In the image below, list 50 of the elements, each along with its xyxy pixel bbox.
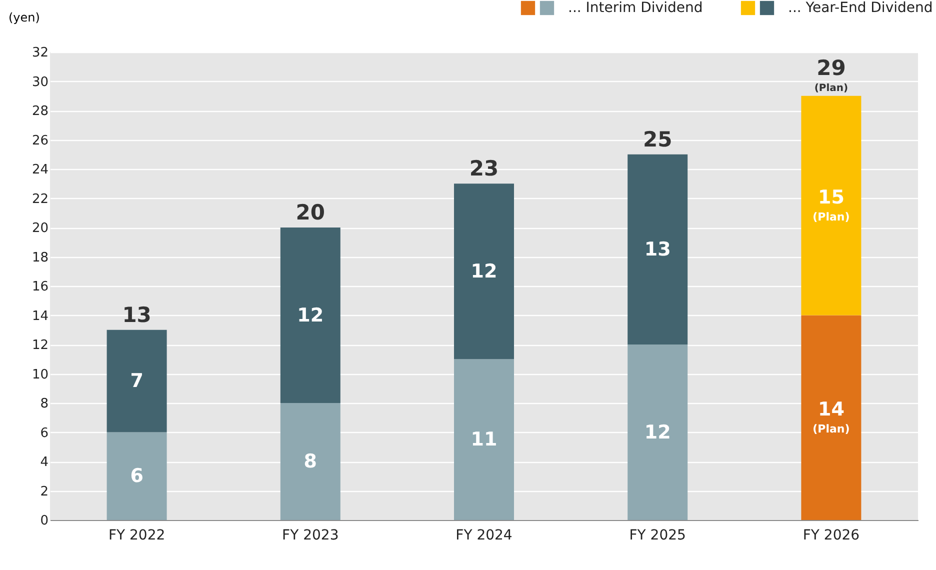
x-tick-label: FY 2022 — [108, 528, 166, 544]
x-tick-label: FY 2025 — [629, 528, 686, 544]
y-tick-label: 28 — [32, 104, 48, 119]
y-tick-label: 14 — [32, 308, 48, 324]
bar — [280, 403, 340, 520]
total-label: 25 — [642, 127, 672, 152]
x-tick-label: FY 2023 — [282, 528, 339, 544]
y-tick-label: 10 — [32, 367, 48, 382]
data-label: 7 — [130, 370, 144, 392]
bar — [454, 359, 514, 520]
data-label: 11 — [470, 428, 498, 451]
y-tick-label: 4 — [40, 455, 48, 470]
bar — [280, 228, 340, 403]
y-axis-title: (yen) — [8, 10, 40, 24]
total-label: 20 — [296, 200, 326, 224]
y-tick-label: 0 — [40, 514, 48, 528]
x-tick-label: FY 2026 — [802, 528, 860, 544]
total-label: 29 (Plan) — [814, 56, 848, 94]
bar — [106, 432, 167, 520]
bar — [454, 184, 514, 360]
data-label: 12 — [470, 260, 498, 282]
y-tick-label: 20 — [32, 221, 48, 236]
y-tick-label: 30 — [32, 74, 48, 90]
legend-label: ... Year-End Dividend — [788, 0, 933, 16]
y-tick-label: 24 — [32, 162, 48, 178]
text: 15 (Plan) — [812, 186, 850, 224]
y-tick-label: 22 — [32, 192, 48, 207]
legend-label: ... Interim Dividend — [568, 0, 703, 16]
data-label: 12 — [297, 304, 324, 326]
x-tick-label: FY 2024 — [456, 528, 512, 544]
y-tick-label: 12 — [32, 338, 48, 353]
y-tick-label: 6 — [40, 426, 48, 441]
y-tick-label: 26 — [32, 133, 48, 148]
y-tick-label: 16 — [32, 280, 48, 294]
data-label: 6 — [130, 465, 144, 488]
y-tick-label: 32 — [32, 46, 48, 60]
data-label: 12 — [644, 421, 671, 444]
data-label: 8 — [304, 450, 318, 472]
bar — [801, 96, 862, 316]
y-tick-label: 18 — [32, 250, 48, 266]
bar — [628, 154, 688, 344]
y-tick-label: 2 — [40, 484, 48, 500]
total-label: 13 — [122, 302, 152, 327]
bar — [628, 344, 688, 520]
bar — [106, 330, 167, 432]
text: 14 (Plan) — [812, 398, 850, 436]
total-label: 23 — [469, 156, 499, 181]
y-tick-label: 8 — [40, 396, 48, 412]
data-label: 13 — [644, 238, 671, 260]
bar — [801, 315, 862, 520]
